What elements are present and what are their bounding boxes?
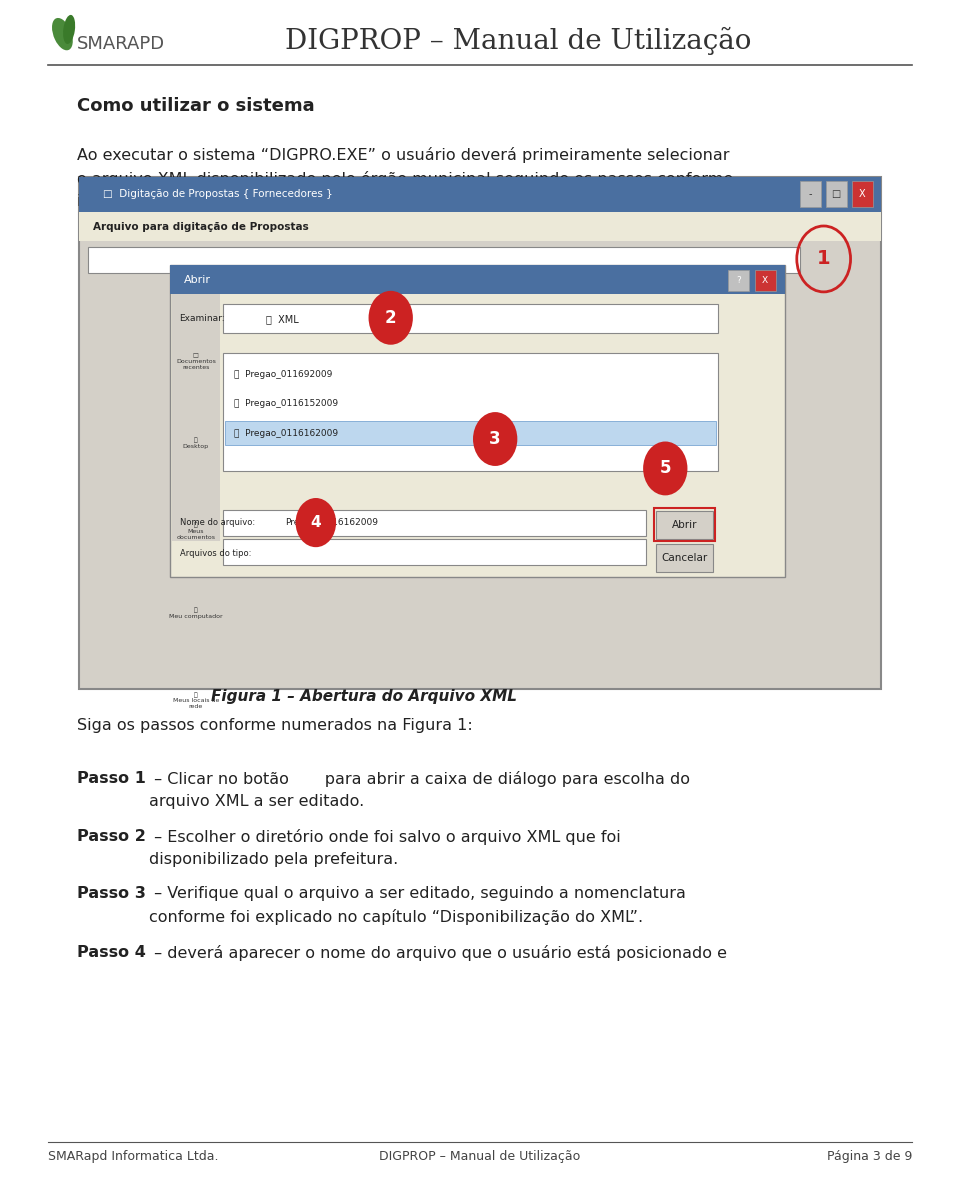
FancyBboxPatch shape: [172, 294, 220, 541]
FancyBboxPatch shape: [852, 181, 873, 207]
FancyBboxPatch shape: [826, 181, 847, 207]
Text: 📄  Pregao_0116162009: 📄 Pregao_0116162009: [234, 428, 338, 438]
Text: 📁
Meus
documentos: 📁 Meus documentos: [177, 523, 215, 540]
Text: Ao executar o sistema “​DIGPRO.EXE” o usuário deverá primeiramente selecionar
o : Ao executar o sistema “​DIGPRO.EXE” o us…: [77, 147, 733, 210]
Text: Passo 3: Passo 3: [77, 886, 146, 902]
Text: Examinar:: Examinar:: [180, 314, 226, 324]
FancyBboxPatch shape: [79, 177, 881, 212]
FancyBboxPatch shape: [225, 421, 716, 445]
Text: Nome do arquivo:: Nome do arquivo:: [180, 518, 254, 527]
Ellipse shape: [63, 15, 75, 44]
Text: Como utilizar o sistema: Como utilizar o sistema: [77, 97, 315, 114]
Text: 2: 2: [385, 308, 396, 327]
Text: Arquivo para digitação de Propostas: Arquivo para digitação de Propostas: [93, 222, 309, 232]
Text: □
Documentos
recentes: □ Documentos recentes: [176, 353, 216, 370]
FancyBboxPatch shape: [223, 304, 718, 333]
Text: 📁  XML: 📁 XML: [266, 314, 299, 324]
FancyBboxPatch shape: [170, 265, 785, 294]
Text: – Clicar no botão       para abrir a caixa de diálogo para escolha do
arquivo XM: – Clicar no botão para abrir a caixa de …: [149, 771, 690, 809]
Text: 1: 1: [817, 250, 830, 268]
Text: 5: 5: [660, 459, 671, 478]
Text: DIGPROP – Manual de Utilização: DIGPROP – Manual de Utilização: [379, 1150, 581, 1163]
Ellipse shape: [52, 18, 73, 51]
Text: DIGPROP – Manual de Utilização: DIGPROP – Manual de Utilização: [285, 27, 752, 55]
Text: 💻
Meu computador: 💻 Meu computador: [169, 607, 223, 619]
Text: Figura 1 – Abertura do Arquivo XML: Figura 1 – Abertura do Arquivo XML: [211, 689, 517, 704]
Text: 3: 3: [490, 430, 501, 448]
Text: SMARAPD: SMARAPD: [77, 34, 165, 53]
Text: 4: 4: [310, 516, 322, 530]
FancyBboxPatch shape: [88, 247, 800, 273]
Circle shape: [370, 292, 412, 344]
Text: Arquivos do tipo:: Arquivos do tipo:: [180, 548, 251, 558]
Text: 🌐
Meus locais de
rede: 🌐 Meus locais de rede: [173, 692, 219, 710]
Text: Cancelar: Cancelar: [661, 553, 708, 563]
Text: 📄  Pregao_0116152009: 📄 Pregao_0116152009: [234, 399, 338, 408]
Text: ?: ?: [736, 275, 740, 285]
FancyBboxPatch shape: [656, 511, 713, 539]
Text: – Escolher o diretório onde foi salvo o arquivo XML que foi
disponibilizado pela: – Escolher o diretório onde foi salvo o …: [149, 829, 620, 866]
FancyBboxPatch shape: [223, 353, 718, 471]
Text: X: X: [762, 275, 768, 285]
Text: X: X: [859, 189, 865, 199]
FancyBboxPatch shape: [223, 539, 646, 565]
FancyBboxPatch shape: [755, 270, 776, 291]
Text: Abrir: Abrir: [672, 520, 697, 530]
Text: 📄  Pregao_011692009: 📄 Pregao_011692009: [234, 370, 332, 379]
Text: Página 3 de 9: Página 3 de 9: [827, 1150, 912, 1163]
Text: Passo 1: Passo 1: [77, 771, 146, 786]
FancyBboxPatch shape: [656, 544, 713, 572]
FancyBboxPatch shape: [223, 510, 646, 536]
FancyBboxPatch shape: [170, 265, 785, 577]
Text: Siga os passos conforme numerados na Figura 1:: Siga os passos conforme numerados na Fig…: [77, 718, 472, 733]
Text: -: -: [808, 189, 812, 199]
Text: SMARapd Informatica Ltda.: SMARapd Informatica Ltda.: [48, 1150, 219, 1163]
Text: – Verifique qual o arquivo a ser editado, seguindo a nomenclatura
conforme foi e: – Verifique qual o arquivo a ser editado…: [149, 886, 685, 925]
Circle shape: [474, 413, 516, 465]
FancyBboxPatch shape: [79, 177, 881, 689]
Text: □: □: [831, 189, 841, 199]
Circle shape: [297, 499, 335, 546]
FancyBboxPatch shape: [800, 181, 821, 207]
Circle shape: [644, 443, 686, 494]
Text: Abrir: Abrir: [184, 274, 211, 285]
Text: – deverá aparecer o nome do arquivo que o usuário está posicionado e: – deverá aparecer o nome do arquivo que …: [149, 945, 727, 962]
Text: 🖥
Desktop: 🖥 Desktop: [182, 438, 209, 450]
Text: □  Digitação de Propostas { Fornecedores }: □ Digitação de Propostas { Fornecedores …: [103, 189, 332, 199]
Text: Passo 4: Passo 4: [77, 945, 146, 960]
Text: Passo 2: Passo 2: [77, 829, 146, 844]
Text: Pregao_0116162009: Pregao_0116162009: [285, 518, 378, 527]
FancyBboxPatch shape: [79, 212, 881, 241]
FancyBboxPatch shape: [728, 270, 749, 291]
